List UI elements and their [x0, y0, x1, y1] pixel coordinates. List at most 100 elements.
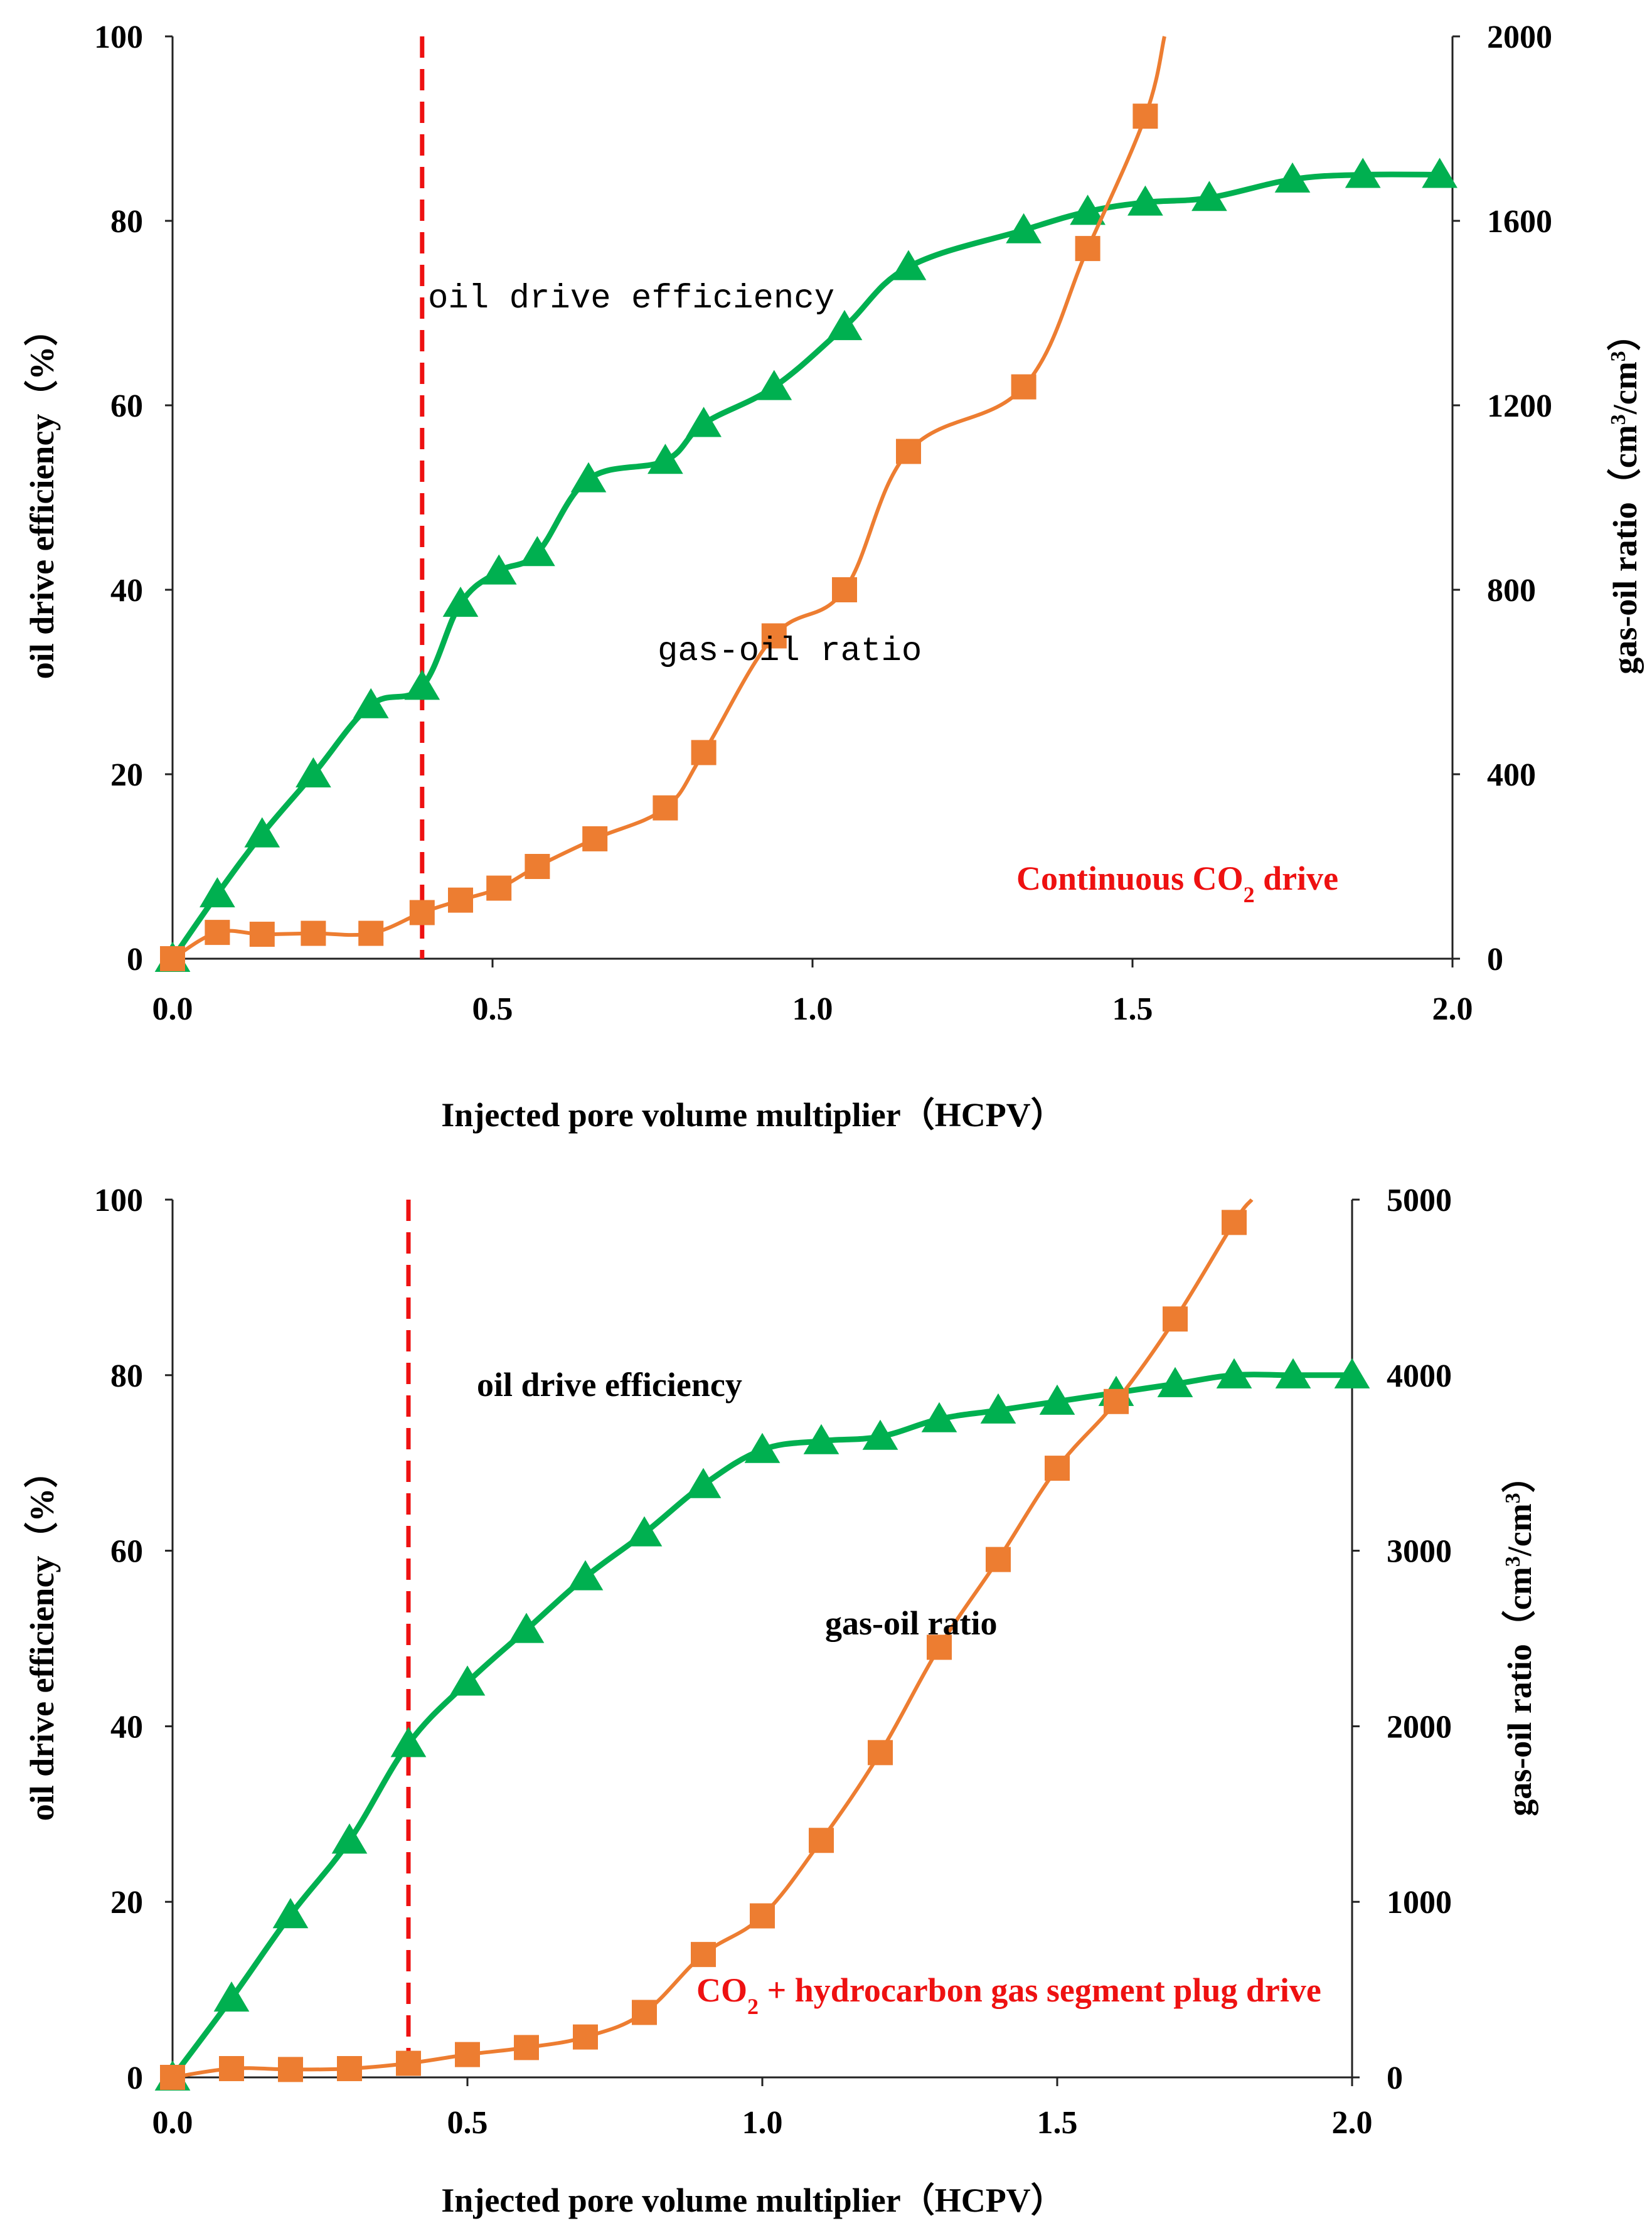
oil-efficiency-point [272, 1898, 309, 1929]
oil-efficiency-point [1275, 1358, 1311, 1388]
gas-oil-ratio-point [632, 2000, 657, 2025]
gas-oil-ratio-point [1163, 1306, 1188, 1332]
y-right-tick-label: 1600 [1487, 204, 1552, 240]
x-tick-label: 0.0 [152, 991, 193, 1027]
gas-oil-ratio-point [1132, 104, 1158, 129]
oil-efficiency-point [353, 688, 389, 718]
y-right-tick-label: 1200 [1487, 388, 1552, 424]
oil-efficiency-point [1334, 1358, 1370, 1388]
oil-efficiency-point [1157, 1367, 1193, 1397]
gas-oil-ratio-point [809, 1828, 834, 1853]
oil-efficiency-point [520, 536, 555, 567]
oil-efficiency-point [1039, 1384, 1075, 1415]
oil-efficiency-point [647, 444, 683, 474]
gas-oil-ratio-point [249, 922, 275, 947]
gas-oil-ratio-point [582, 826, 608, 851]
y-right-tick-label: 2000 [1387, 1709, 1452, 1745]
oil-efficiency-point [744, 1432, 781, 1463]
y-right-tick-label: 400 [1487, 757, 1536, 793]
y-left-tick-label: 60 [110, 388, 143, 424]
y-right-tick-label: 2000 [1487, 19, 1552, 55]
y-right-tick-label: 1000 [1387, 1885, 1452, 1921]
oil-efficiency-point [1127, 185, 1163, 216]
gas-oil-ratio-point [750, 1903, 775, 1929]
oil-efficiency-point [980, 1393, 1016, 1424]
gas-oil-ratio-point [761, 623, 787, 649]
oil-efficiency-point [756, 370, 792, 400]
gas-oil-ratio-point [653, 795, 678, 821]
y-left-tick-label: 60 [110, 1534, 143, 1570]
gas-oil-ratio-point [205, 920, 230, 946]
gas-oil-ratio-point [278, 2057, 303, 2082]
oil-efficiency-point [626, 1516, 663, 1547]
x-tick-label: 1.5 [1112, 991, 1153, 1027]
gas-oil-ratio-point [1011, 374, 1036, 400]
oil-efficiency-point [1422, 157, 1457, 188]
oil-efficiency-point [442, 587, 479, 617]
oil-efficiency-point [1216, 1358, 1252, 1388]
x-tick-label: 1.0 [742, 2105, 783, 2141]
gas-oil-ratio-point [160, 2065, 185, 2090]
oil-efficiency-series-label: oil drive efficiency [428, 280, 834, 318]
gas-oil-ratio-point [1104, 1388, 1129, 1414]
oil-efficiency-point [213, 1981, 250, 2012]
y-left-tick-label: 80 [110, 204, 143, 240]
gas-oil-ratio-point [927, 1634, 952, 1660]
y-left-tick-label: 0 [127, 2060, 143, 2096]
x-tick-label: 0.0 [152, 2105, 193, 2141]
gas-oil-ratio-point [525, 854, 550, 879]
gas-oil-ratio-point [448, 887, 473, 913]
oil-efficiency-point [449, 1665, 486, 1696]
oil-efficiency-series-label: oil drive efficiency [477, 1366, 742, 1404]
oil-efficiency-point [390, 1727, 427, 1757]
y-left-tick-label: 20 [110, 1885, 143, 1921]
oil-efficiency-point [862, 1419, 898, 1450]
oil-efficiency-point [1070, 194, 1106, 225]
oil-efficiency-point [296, 757, 331, 788]
oil-efficiency-point [890, 250, 927, 280]
x-axis-title: Injected pore volume multiplier（HCPV） [441, 2182, 1064, 2219]
gas-oil-ratio-point [396, 2050, 421, 2076]
oil-efficiency-point [244, 817, 280, 848]
oil-efficiency-point [685, 1468, 722, 1498]
y-right-tick-label: 4000 [1387, 1358, 1452, 1394]
bottom-chart: 0.0 0.5 1.0 1.5 2.00204060801000100020003000… [23, 1183, 1538, 2219]
gas-oil-ratio-point [832, 577, 857, 602]
gas-oil-ratio-point [337, 2056, 362, 2082]
oil-efficiency-point [921, 1402, 957, 1432]
gas-oil-ratio-point [691, 740, 717, 765]
gas-oil-ratio-point [514, 2035, 539, 2060]
oil-efficiency-point [331, 1823, 368, 1854]
x-tick-label: 0.5 [447, 2105, 488, 2141]
gas-oil-ratio-point [486, 875, 512, 901]
x-tick-label: 2.0 [1332, 2105, 1373, 2141]
gas-oil-ratio-point [219, 2056, 244, 2082]
y-right-tick-label: 0 [1487, 942, 1503, 978]
y-right-axis-title: gas-oil ratio（cm3/cm3） [1501, 1459, 1538, 1816]
y-left-tick-label: 20 [110, 757, 143, 793]
gas-oil-ratio-point [358, 920, 384, 946]
gas-oil-ratio-point [573, 2024, 598, 2050]
x-axis-title: Injected pore volume multiplier（HCPV） [441, 1096, 1064, 1134]
y-left-axis-title: oil drive efficiency（%） [23, 312, 61, 679]
oil-efficiency-point [686, 407, 722, 437]
y-right-tick-label: 800 [1487, 573, 1536, 609]
gas-oil-ratio-point [409, 900, 435, 925]
oil-efficiency-point [567, 1560, 604, 1591]
gas-oil-ratio-point [986, 1547, 1011, 1572]
gas-oil-ratio-point [1222, 1210, 1247, 1235]
oil-efficiency-point [481, 554, 517, 585]
y-right-tick-label: 3000 [1387, 1534, 1452, 1570]
oil-efficiency-point [404, 669, 440, 700]
y-left-tick-label: 80 [110, 1358, 143, 1394]
gas-oil-ratio-point [455, 2042, 480, 2067]
oil-efficiency-point [826, 310, 863, 341]
y-left-tick-label: 100 [94, 19, 143, 55]
oil-efficiency-point [1274, 162, 1311, 193]
oil-efficiency-point [508, 1612, 545, 1643]
x-tick-label: 0.5 [472, 991, 513, 1027]
y-left-tick-label: 0 [127, 942, 143, 978]
oil-efficiency-point [1191, 181, 1227, 211]
x-tick-label: 2.0 [1432, 991, 1473, 1027]
y-right-axis-title: gas-oil ratio（cm3/cm3） [1606, 317, 1644, 674]
